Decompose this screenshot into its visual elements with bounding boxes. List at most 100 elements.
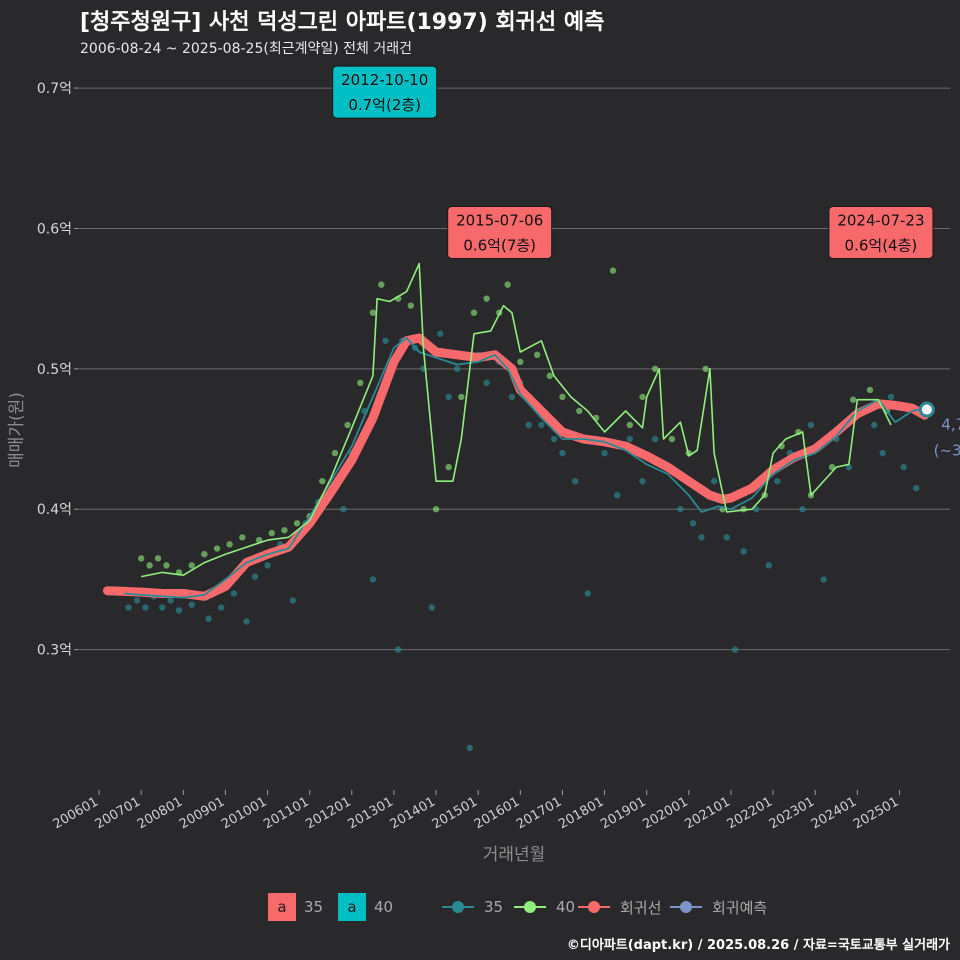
scatter-point-35 [382, 337, 389, 344]
x-tick-label: 202501 [851, 794, 901, 832]
scatter-point-40 [293, 520, 301, 527]
x-tick-label: 201701 [514, 794, 564, 832]
scatter-point-35 [614, 491, 621, 499]
scatter-point-40 [609, 267, 617, 274]
legend-key-trend [578, 901, 610, 913]
legend-line-label: 40 [556, 898, 576, 916]
x-tick-label: 202001 [640, 794, 690, 832]
scatter-point-40 [239, 534, 246, 541]
legend-item-predict: 회귀예측 [668, 893, 767, 921]
scatter-point-35 [466, 744, 473, 752]
x-tick-label: 201601 [472, 794, 522, 832]
scatter-point-40 [828, 463, 836, 471]
legend-line-label: 회귀예측 [712, 898, 768, 917]
footer-credit: ©디아파트(dapt.kr) / 2025.08.26 / 자료=국토교통부 실… [566, 938, 950, 953]
scatter-point-35 [626, 435, 634, 443]
scatter-point-40 [369, 309, 377, 316]
x-tick-label: 201801 [556, 794, 606, 832]
annotation-box [828, 205, 934, 259]
x-tick-label: 201901 [598, 794, 648, 832]
scatter-point-40 [626, 421, 634, 429]
scatter-point-35 [753, 506, 760, 513]
y-tick-label: 0.3억 [37, 643, 72, 659]
scatter-point-40 [201, 550, 208, 558]
scatter-point-35 [142, 604, 149, 611]
scatter-point-35 [340, 506, 347, 513]
scatter-point-40 [866, 386, 874, 394]
scatter-point-35 [879, 449, 886, 457]
scatter-point-40 [651, 365, 659, 373]
legend-line-label: 35 [484, 898, 504, 916]
scatter-point-35 [453, 365, 461, 373]
legend-key-35 [442, 901, 474, 913]
scatter-point-40 [458, 393, 465, 401]
scatter-point-35 [167, 597, 174, 604]
scatter-point-35 [125, 604, 132, 611]
scatter-point-35 [264, 562, 271, 569]
scatter-point-40 [154, 555, 162, 562]
legend-fill-label: 35 [304, 898, 324, 916]
y-tick-label: 0.5억 [37, 362, 72, 378]
scatter-point-40 [146, 562, 153, 569]
scatter-point-40 [378, 281, 385, 288]
scatter-point-40 [445, 463, 452, 471]
legend-line-label: 회귀선 [620, 898, 662, 917]
scatter-point-40 [576, 407, 583, 415]
scatter-point-40 [163, 562, 170, 569]
scatter-point-35 [887, 393, 895, 401]
scatter-point-35 [651, 435, 659, 443]
x-tick-label: 201201 [303, 794, 353, 832]
y-tick-label: 0.4억 [37, 502, 72, 518]
scatter-point-40 [849, 396, 857, 403]
y-axis-title: 매매가(원) [7, 392, 27, 468]
scatter-point-40 [331, 449, 339, 457]
series-line-35 [124, 337, 925, 599]
scatter-point-40 [281, 527, 288, 534]
scatter-point-40 [137, 555, 145, 562]
series-line-trend [103, 333, 930, 601]
scatter-point-35 [251, 573, 259, 580]
scatter-point-35 [428, 604, 436, 611]
scatter-point-40 [344, 421, 351, 429]
scatter-point-40 [546, 372, 554, 380]
scatter-point-40 [517, 358, 524, 366]
scatter-point-40 [432, 506, 440, 513]
scatter-point-35 [571, 477, 579, 485]
scatter-point-40 [357, 379, 364, 387]
x-tick-label: 200701 [93, 794, 143, 832]
scatter-point-40 [504, 281, 511, 288]
annotation-date: 2012-10-10 [341, 71, 428, 89]
scatter-point-35 [394, 646, 402, 653]
x-tick-label: 201001 [219, 794, 269, 832]
x-axis-title: 거래년월 [483, 845, 546, 865]
y-tick-label: 0.7억 [37, 81, 72, 97]
scatter-point-35 [289, 597, 297, 604]
scatter-point-35 [550, 435, 558, 443]
annotation-date: 2015-07-06 [456, 211, 543, 229]
scatter-point-40 [702, 365, 709, 373]
y-axis-ticks: 0.3억 0.4억 0.5억 0.6억 0.7억 [37, 81, 78, 659]
scatter-point-35 [369, 576, 377, 583]
legend-fill-label: 40 [374, 898, 394, 916]
legend-item-fill-40: a 40 [338, 893, 393, 921]
scatter-point-35 [159, 604, 166, 611]
x-tick-label: 201101 [261, 794, 311, 832]
scatter-point-35 [538, 421, 545, 429]
legend-item-line-35: 35 [440, 893, 503, 921]
scatter-point-35 [689, 520, 697, 527]
scatter-point-35 [445, 393, 452, 401]
x-tick-label: 202201 [725, 794, 775, 832]
legend-key-40 [514, 901, 546, 913]
scatter-point-35 [677, 506, 684, 513]
scatter-point-35 [584, 590, 591, 597]
x-tick-label: 201401 [388, 794, 438, 832]
scatter-point-35 [559, 449, 566, 457]
scatter-point-35 [731, 646, 739, 653]
x-tick-label: 202301 [767, 794, 817, 832]
legend: a 35 a 40 35 40 회귀선 회귀예측 [0, 893, 960, 921]
scatter-point-35 [205, 615, 212, 622]
annotation-price: 0.7억(2층) [348, 96, 421, 114]
page-subtitle: 2006-08-24 ~ 2025-08-25(최근계약일) 전체 거래건 [80, 41, 412, 57]
x-axis-ticks: 2006012007012008012009012010012011012012… [51, 790, 901, 832]
